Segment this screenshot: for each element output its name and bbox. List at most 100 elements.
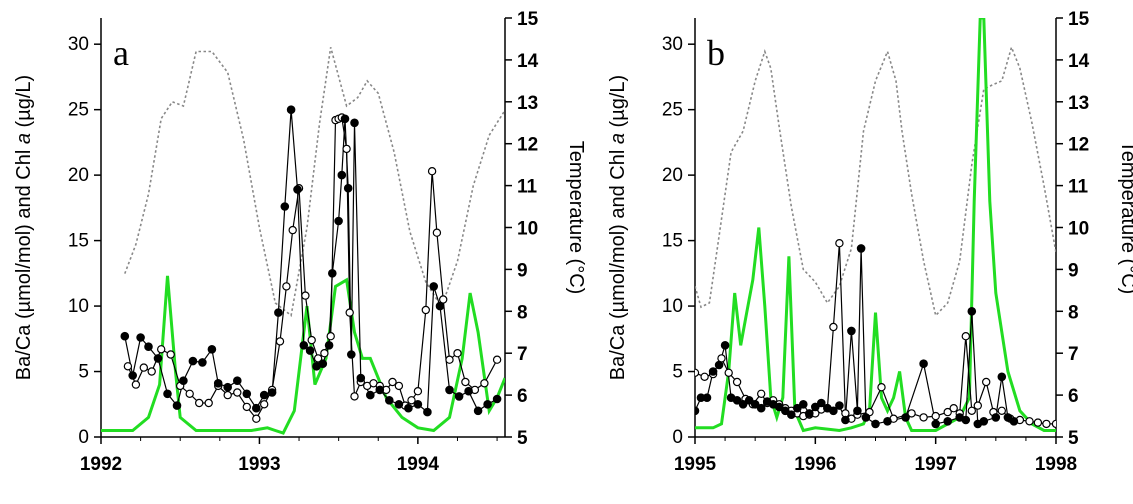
panel-a-y2-axis-label: Temperature (°C) (565, 141, 587, 295)
panel-a-filled-point (120, 331, 130, 341)
panel-a-filled-point (259, 390, 269, 400)
panel-b-open-point (829, 322, 838, 332)
panel-b-x-tick-label: 1997 (915, 454, 957, 475)
panel-a-open-point (453, 349, 462, 358)
panel-b-filled-point (931, 419, 941, 429)
panel-a-open-point (123, 362, 133, 371)
panel-b-open-point (907, 409, 916, 418)
panel-a-open-point (432, 228, 442, 237)
panel-b-filled-point (781, 406, 790, 416)
panel-b-filled-point (708, 367, 718, 376)
panel-b-filled-point (841, 415, 850, 425)
panel-a-y-tick-label: 0 (78, 427, 89, 448)
panel-a-open-point (445, 355, 454, 364)
panel-b-filled-point (871, 419, 880, 429)
panel-a-y-axis-label-part: a (13, 133, 35, 144)
panel-b-filled-point (744, 396, 754, 405)
panel-a-open-point (313, 354, 323, 363)
panel-a-y2-tick-label: 11 (517, 177, 538, 198)
panel-b-open-point (961, 332, 971, 341)
panel-a-open-point (301, 291, 310, 300)
panel-a-open-point (194, 398, 204, 408)
panel-a-y-tick-label: 10 (68, 296, 89, 317)
panel-a-filled-point (144, 342, 153, 352)
panel-a-filled-point (413, 400, 423, 409)
panel-a-y-tick-label: 25 (68, 100, 89, 121)
panel-a-open-point (260, 400, 269, 409)
panel-a-filled-point (492, 394, 502, 404)
panel-a-filled-point (242, 389, 252, 399)
panel-a-filled-point (328, 269, 337, 278)
panel-a-open-point (139, 363, 148, 372)
panel-a-open-point (288, 225, 297, 235)
panel-b-y-tick-label: 0 (672, 427, 683, 448)
panel-b-filled-point (853, 406, 862, 416)
panel-b-filled-point (861, 413, 871, 422)
panel-a-open-point (320, 349, 329, 358)
panel-b-y2-tick-label: 11 (1068, 177, 1089, 198)
panel-a: 0 5 10 15 20 25 30 5 6 7 8 9 10 11 12 13 14 15 1992 1993 199… (13, 9, 587, 475)
panel-a-filled-point (299, 341, 309, 350)
panel-b-y2-tick-label: 15 (1068, 9, 1090, 30)
panel-a-y2-tick-label: 15 (517, 9, 539, 30)
panel-b-open-point (732, 377, 742, 387)
panel-a-filled-point (347, 350, 356, 359)
panel-a-filled-point (251, 403, 261, 413)
panel-b-open-point (695, 368, 700, 377)
panel-a-filled-point (435, 301, 445, 311)
panel-a-open-point (407, 396, 416, 405)
panel-a-open-point (427, 166, 437, 176)
panel-a-filled-point (394, 400, 404, 409)
panel-b-y2-tick-label: 9 (1068, 260, 1079, 281)
panel-a-open-point (166, 350, 175, 359)
panel-a-y-tick-label: 15 (68, 231, 89, 252)
panel-b-open-point (982, 377, 991, 387)
panel-a-y-axis-label-part: (µg/L) (13, 75, 35, 133)
panel-b-filled-point (961, 415, 971, 425)
panel-b-y-tick-label: 10 (662, 296, 683, 317)
panel-b-open-point (1025, 417, 1034, 426)
panel-a-open-point (131, 380, 141, 389)
panel-b-filled-point (799, 400, 808, 409)
panel-b-filled-point (856, 244, 866, 253)
panel-b-filled-point (991, 413, 1001, 422)
panel-b-y2-tick-label: 7 (1068, 344, 1079, 365)
panel-b-filled-point (997, 372, 1007, 382)
panel-b-filled-point (883, 417, 892, 426)
panel-b-y2-axis-label: Temperature (°C) (1117, 141, 1133, 295)
panel-a-filled-point (207, 345, 217, 354)
panel-a-filled-point (223, 382, 232, 392)
panel-b-y-tick-label: 30 (662, 34, 683, 55)
panel-a-open-point (350, 392, 359, 401)
panel-a-open-point (439, 295, 448, 304)
panel-a-open-point (388, 377, 397, 387)
panel-a-open-point (307, 335, 316, 345)
panel-b-filled-point (835, 401, 844, 410)
panel-a-y-tick-label: 30 (68, 34, 89, 55)
panel-b-filled-point (720, 341, 730, 350)
panel-a-open-point (461, 377, 470, 387)
panel-a-filled-point (464, 386, 473, 396)
panel-a-filled-point (318, 359, 328, 369)
panel-a-filled-point (136, 333, 145, 342)
panel-a-filled-point (343, 183, 353, 193)
panel-b-open-point (835, 238, 844, 248)
panel-a-y2-tick-label: 7 (517, 344, 528, 365)
panel-b-plot-area (695, 18, 1056, 433)
panel-a-y2-tick-label: 6 (517, 386, 528, 407)
panel-a-y2-tick-label: 13 (517, 93, 538, 114)
panel-b-open-point (931, 411, 940, 421)
panel-a-y2-tick-label: 10 (517, 219, 538, 240)
panel-b-open-point (1033, 418, 1043, 427)
panel-b-filled-point (943, 417, 953, 426)
panel-b-y-axis-label: Ba/Ca (µmol/mol) and Chl a (µg/L) (607, 75, 629, 380)
panel-b-filled-point (919, 359, 928, 369)
panel-a-open-series-line (127, 116, 498, 420)
panel-a-temperature-line (124, 47, 505, 317)
panel-a-open-point (147, 367, 156, 376)
panel-a-filled-point (429, 282, 439, 291)
panel-b-y2-tick-label: 12 (1068, 135, 1089, 156)
panel-a-letter: a (113, 33, 129, 73)
panel-a-filled-point (286, 105, 296, 114)
panel-b-open-point (919, 413, 928, 422)
